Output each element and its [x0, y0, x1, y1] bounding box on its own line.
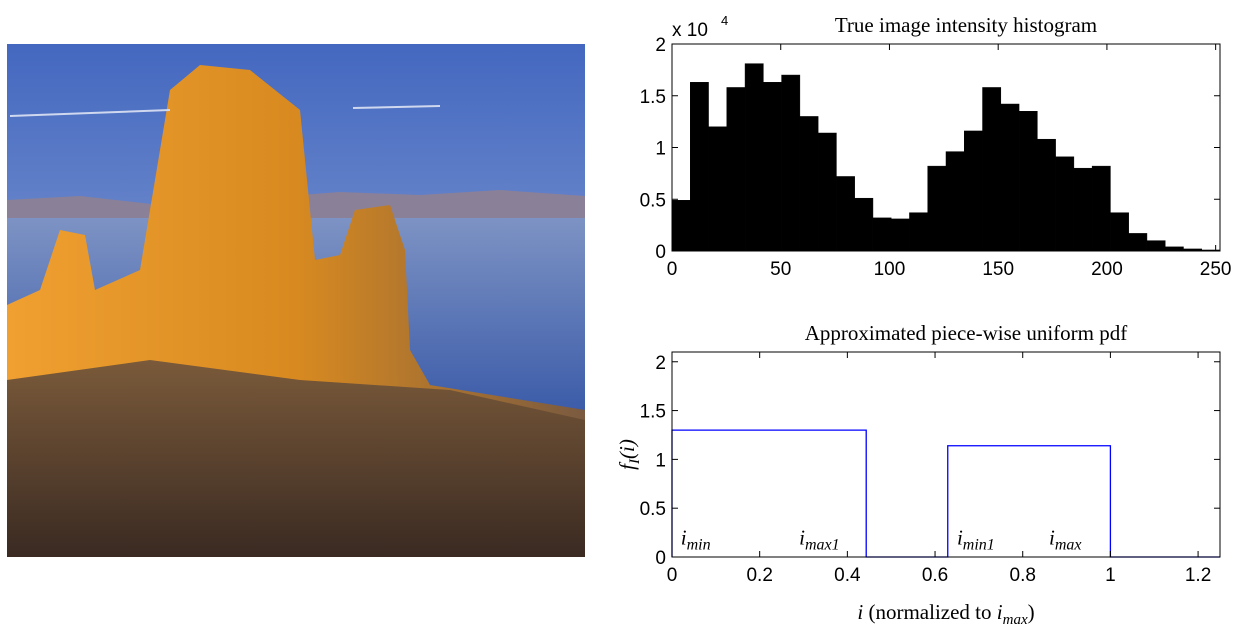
histogram-bar — [799, 116, 819, 252]
y-axis-label-part: (i) — [615, 439, 639, 459]
x-tick-label: 250 — [1200, 259, 1232, 280]
y-tick-label: 2 — [655, 353, 666, 374]
histogram-bar — [927, 165, 947, 252]
annotation-main: i — [681, 525, 687, 549]
x-axis-label: i (normalized to imax) — [857, 600, 1034, 628]
y-tick-label: 0 — [655, 242, 666, 263]
histogram-bar — [1000, 103, 1020, 252]
histogram-bar — [1128, 233, 1148, 252]
annotation: imax — [1049, 525, 1082, 553]
annotation-main: i — [1049, 525, 1055, 549]
annotation: imax1 — [799, 525, 840, 553]
y-axis-label: fI(i) — [615, 439, 643, 470]
histogram-bar — [1110, 212, 1129, 252]
plot-area — [672, 352, 1220, 557]
histogram-bar — [690, 82, 709, 252]
axes-frame — [671, 351, 1221, 558]
photo — [7, 44, 585, 557]
annotation-sub: min1 — [963, 536, 995, 553]
y-tick-label: 1.5 — [640, 87, 666, 108]
histogram-bar — [945, 151, 965, 252]
x-axis-label-part: ) — [1028, 600, 1035, 624]
x-tick-label: 150 — [982, 259, 1014, 280]
histogram-bar — [763, 82, 782, 252]
x-axis-label-part: max — [1003, 612, 1028, 628]
chart-title: Approximated piece-wise uniform pdf — [805, 321, 1128, 345]
annotation-main: i — [799, 525, 805, 549]
y-scale-label: x 10 — [672, 20, 708, 41]
x-tick-label: 100 — [874, 259, 906, 280]
y-axis-label-part: f — [615, 461, 639, 470]
annotation: imin1 — [957, 525, 995, 553]
y-tick-label: 0.5 — [640, 499, 666, 520]
histogram-bar — [872, 217, 892, 252]
y-scale-exponent: 4 — [721, 13, 728, 28]
x-tick-label: 200 — [1091, 259, 1123, 280]
histogram-bar — [708, 126, 728, 252]
histogram-bar — [1146, 240, 1166, 252]
x-tick-label: 0 — [667, 259, 678, 280]
y-tick-label: 2 — [655, 35, 666, 56]
histogram-bar — [854, 197, 874, 252]
x-tick-label: 0.6 — [922, 565, 948, 586]
histogram-bar — [817, 132, 837, 252]
x-tick-label: 0.2 — [746, 565, 772, 586]
chart-title: True image intensity histogram — [835, 13, 1097, 37]
histogram-bar — [726, 87, 746, 252]
x-tick-label: 0.8 — [1010, 565, 1036, 586]
histogram-bar — [890, 218, 910, 252]
histogram-bar — [909, 212, 928, 252]
y-tick-label: 0 — [655, 548, 666, 569]
histogram-bar — [982, 87, 1002, 252]
histogram-bar — [1091, 165, 1111, 252]
x-tick-label: 1.2 — [1185, 565, 1211, 586]
histogram-bar — [836, 176, 855, 252]
annotation-sub: min — [687, 536, 711, 553]
x-axis-label-part: i — [997, 600, 1003, 624]
annotation-sub: max — [1055, 536, 1082, 553]
histogram-bar — [781, 74, 801, 252]
x-axis-label-part: i — [857, 600, 863, 624]
x-tick-label: 50 — [770, 259, 791, 280]
histogram-bar — [744, 63, 764, 252]
histogram-bar — [1073, 167, 1093, 252]
histogram-bar — [1164, 246, 1184, 252]
x-axis-label-part: (normalized to — [863, 600, 997, 624]
annotation-main: i — [957, 525, 963, 549]
histogram-bar — [964, 130, 983, 252]
y-tick-label: 0.5 — [640, 190, 666, 211]
histogram-bar — [1055, 156, 1075, 252]
x-tick-label: 0 — [667, 565, 678, 586]
histogram-bar — [671, 200, 691, 252]
y-tick-label: 1.5 — [640, 402, 666, 423]
x-tick-label: 1 — [1105, 565, 1116, 586]
x-tick-label: 0.4 — [834, 565, 861, 586]
y-axis-label-part: I — [627, 458, 643, 465]
y-tick-label: 1 — [655, 450, 666, 471]
annotation-sub: max1 — [805, 536, 840, 553]
annotation: imin — [681, 525, 711, 553]
y-tick-label: 1 — [655, 139, 666, 160]
histogram-bar — [1037, 138, 1056, 252]
histogram-bar — [1018, 111, 1038, 252]
